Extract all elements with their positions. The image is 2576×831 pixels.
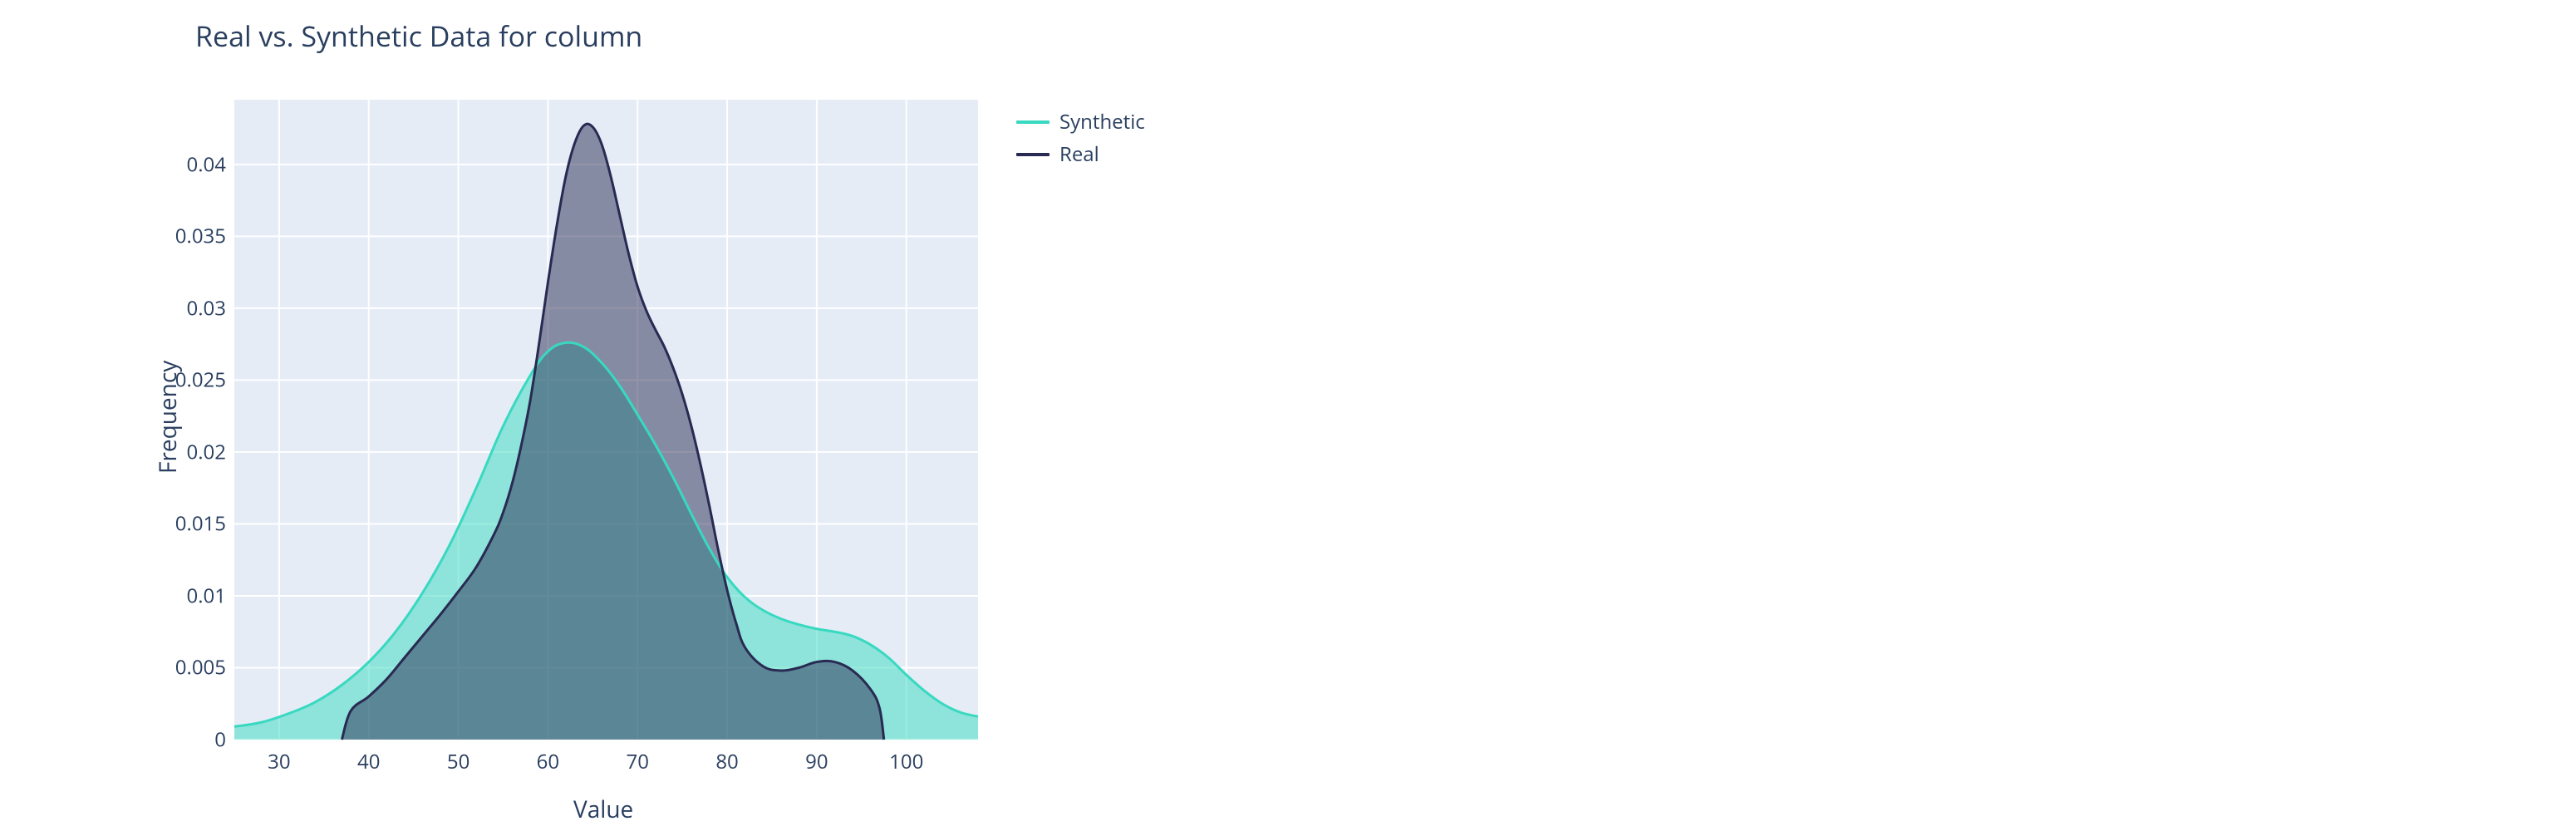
- x-tick-label: 90: [805, 748, 828, 775]
- x-tick-label: 40: [357, 748, 380, 775]
- legend-item-synthetic[interactable]: Synthetic: [1016, 108, 1145, 135]
- y-tick-label: 0.02: [168, 438, 226, 465]
- y-tick-label: 0.03: [168, 294, 226, 322]
- legend-label: Synthetic: [1059, 108, 1145, 135]
- x-tick-label: 80: [715, 748, 738, 775]
- plot-svg: [234, 100, 978, 740]
- x-tick-label: 60: [537, 748, 559, 775]
- legend: Synthetic Real: [1016, 108, 1145, 173]
- x-tick-label: 70: [627, 748, 649, 775]
- legend-label: Real: [1059, 140, 1099, 168]
- y-tick-label: 0: [168, 726, 226, 754]
- plot-area[interactable]: [234, 100, 978, 740]
- x-tick-label: 50: [447, 748, 469, 775]
- y-tick-label: 0.035: [168, 223, 226, 250]
- y-tick-label: 0.015: [168, 510, 226, 538]
- x-axis-label: Value: [573, 794, 633, 825]
- chart-wrap: Real vs. Synthetic Data for column Frequ…: [0, 0, 1288, 831]
- x-tick-label: 100: [889, 748, 923, 775]
- legend-item-real[interactable]: Real: [1016, 140, 1145, 168]
- legend-swatch: [1016, 120, 1050, 124]
- y-tick-label: 0.025: [168, 366, 226, 394]
- chart-container: Real vs. Synthetic Data for column Frequ…: [0, 0, 2576, 831]
- y-tick-label: 0.01: [168, 582, 226, 609]
- y-tick-label: 0.04: [168, 150, 226, 178]
- chart-title: Real vs. Synthetic Data for column: [195, 17, 642, 55]
- y-tick-label: 0.005: [168, 654, 226, 681]
- x-tick-label: 30: [268, 748, 290, 775]
- legend-swatch: [1016, 153, 1050, 156]
